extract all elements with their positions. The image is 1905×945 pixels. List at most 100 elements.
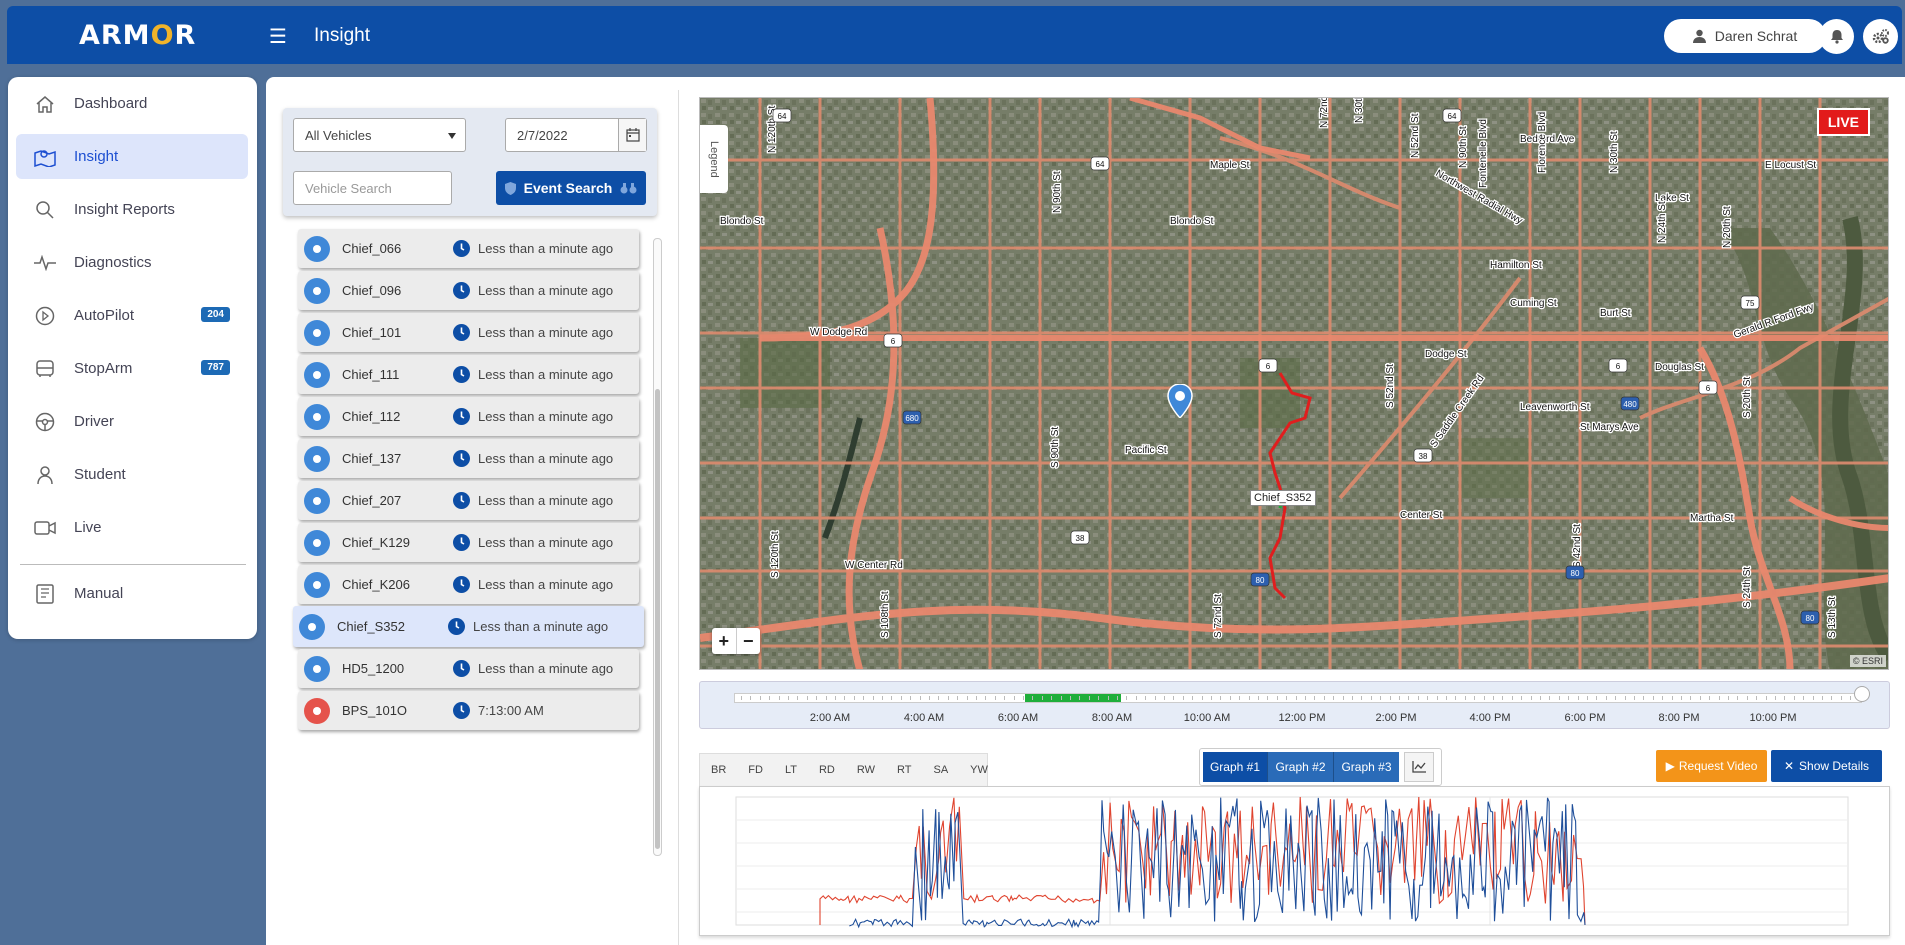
satellite-map[interactable]: Blondo St Blondo St W Dodge Rd Dodge St Paci… [700,98,1889,670]
timeline-tick [825,696,827,700]
clock-icon [453,576,470,593]
live-badge[interactable]: LIVE [1816,108,1870,136]
timeline-tick [1361,696,1363,700]
event-tab-lt[interactable]: LT [784,764,797,776]
calendar-icon[interactable] [618,119,646,151]
street-label: Burt St [1600,308,1631,319]
vehicle-list-item[interactable]: Chief_137 Less than a minute ago [298,439,639,478]
timeline-tick [1070,696,1071,700]
svg-text:6: 6 [1616,362,1621,371]
timeline-slider[interactable]: 2:00 AM 4:00 AM 6:00 AM 8:00 AM 10:00 AM 12:0… [699,681,1890,729]
vehicle-list-item[interactable]: Chief_101 Less than a minute ago [298,313,639,352]
notifications-button[interactable] [1819,19,1854,54]
vehicle-status-icon [304,235,330,262]
armor-logo[interactable]: ARMOR [79,20,197,51]
sidebar-item-diagnostics[interactable]: Diagnostics [16,240,248,285]
vehicle-list-item[interactable]: Chief_096 Less than a minute ago [298,271,639,310]
graph-2-button[interactable]: Graph #2 [1268,752,1334,782]
event-search-button[interactable]: Event Search [496,171,646,205]
street-label: N 72nd St [1319,98,1330,128]
user-menu-button[interactable]: Daren Schrat [1664,19,1826,53]
route-shield: 38 [1413,448,1433,463]
event-tab-rd[interactable]: RD [818,764,835,776]
vehicle-list-scrollbar[interactable] [653,238,662,856]
timeline-track[interactable] [734,693,1862,703]
event-tab-br[interactable]: BR [711,764,727,776]
sidebar-item-student[interactable]: Student [16,452,248,497]
vehicle-select[interactable]: All Vehicles [293,118,466,152]
request-video-button[interactable]: ▶ Request Video [1656,750,1767,782]
timeline-tick [1295,696,1297,700]
settings-button[interactable] [1863,19,1898,54]
event-tab-yw[interactable]: YW [970,764,988,776]
route-shield: 480 [1620,396,1640,411]
timeline-tick-label: 10:00 PM [1749,712,1797,724]
timeline-tick-label: 8:00 PM [1658,712,1700,724]
sidebar-item-insight[interactable]: Insight [16,134,248,179]
gears-icon [1872,28,1889,44]
timeline-tick [1474,696,1476,700]
sidebar-item-live[interactable]: Live [16,505,248,550]
graph-3-button[interactable]: Graph #3 [1334,752,1399,782]
vehicle-location-marker[interactable] [1167,383,1193,420]
timeline-tick [1464,696,1466,700]
timeline-tick [844,696,846,700]
event-tab-sa[interactable]: SA [933,764,949,776]
street-label: Blondo St [720,216,764,227]
timeline-tick [1662,696,1664,700]
sidebar-item-autopilot[interactable]: AutoPilot 204 [16,293,248,338]
graph-series-line [819,796,1586,926]
vehicle-list-item[interactable]: Chief_K129 Less than a minute ago [298,523,639,562]
timeline-tick [1135,696,1137,700]
legend-toggle[interactable]: Legend [700,125,728,193]
street-label: Lake St [1655,193,1689,204]
event-tab-rt[interactable]: RT [897,764,912,776]
map-view[interactable]: Blondo St Blondo St W Dodge Rd Dodge St Paci… [699,97,1889,670]
bus-icon [33,357,57,381]
timeline-tick [957,696,959,700]
timeline-tick-label: 6:00 PM [1564,712,1606,724]
vehicle-list-item[interactable]: Chief_111 Less than a minute ago [298,355,639,394]
event-tab-fd[interactable]: FD [748,764,763,776]
timeline-tick [1182,696,1184,700]
street-label: N 20th St [1722,206,1733,248]
hamburger-menu-icon[interactable]: ☰ [269,26,287,48]
timeline-handle[interactable] [1854,686,1870,702]
timeline-tick-label: 10:00 AM [1183,712,1231,724]
vehicle-status-icon [304,571,330,598]
timeline-tick [976,696,977,700]
scrollbar-thumb[interactable] [655,389,660,849]
line-chart-icon[interactable] [1404,752,1434,782]
zoom-in-button[interactable]: + [712,628,737,654]
clock-icon [453,282,470,299]
vehicle-list-item[interactable]: Chief_K206 Less than a minute ago [298,565,639,604]
show-details-button[interactable]: ✕ Show Details [1771,750,1882,782]
street-label: N 30th St [1609,131,1620,173]
vehicle-search-input[interactable]: Vehicle Search [293,171,452,205]
timeline-tick [797,696,799,700]
graph-1-button[interactable]: Graph #1 [1203,752,1268,782]
sidebar-item-manual[interactable]: Manual [16,571,248,616]
sidebar-item-insight-reports[interactable]: Insight Reports [16,187,248,232]
timeline-tick [1436,696,1438,700]
vehicle-list-item[interactable]: Chief_066 Less than a minute ago [298,229,639,268]
vehicle-list-item[interactable]: BPS_101O 7:13:00 AM [298,691,639,730]
event-tab-rw[interactable]: RW [856,764,876,776]
vehicle-last-seen: Less than a minute ago [478,577,614,592]
vehicle-name: Chief_S352 [337,619,405,634]
vehicle-list-item[interactable]: Chief_207 Less than a minute ago [298,481,639,520]
zoom-out-button[interactable]: − [742,630,754,651]
timeline-tick [1643,696,1645,700]
vehicle-list-item[interactable]: Chief_S352 Less than a minute ago [293,606,644,647]
sidebar-item-stoparm[interactable]: StopArm 787 [16,346,248,391]
date-input[interactable]: 2/7/2022 [505,118,647,152]
sidebar-item-driver[interactable]: Driver [16,399,248,444]
vehicle-list-item[interactable]: Chief_112 Less than a minute ago [298,397,639,436]
sidebar-item-dashboard[interactable]: Dashboard [16,81,248,126]
telemetry-graph-plot[interactable] [700,787,1889,935]
vehicle-list-item[interactable]: HD5_1200 Less than a minute ago [298,649,639,688]
sidebar: Dashboard Insight Insight Reports Diagno… [8,77,257,639]
street-label: W Center Rd [845,560,903,571]
timeline-tick [1671,696,1673,700]
telemetry-graph[interactable] [699,786,1890,936]
